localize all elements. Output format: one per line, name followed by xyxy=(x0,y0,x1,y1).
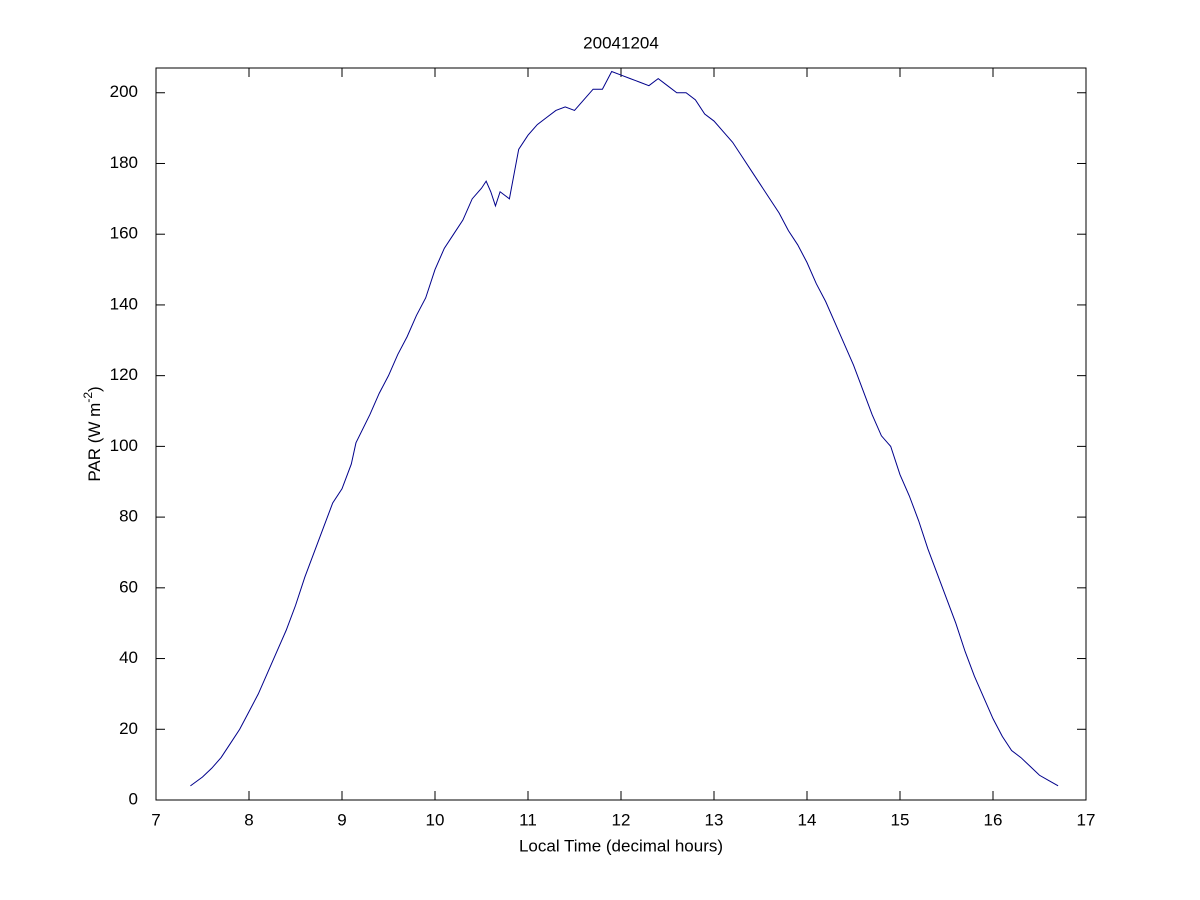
y-tick-label: 200 xyxy=(110,82,138,101)
x-tick-label: 8 xyxy=(244,810,253,829)
y-tick-label: 40 xyxy=(119,648,138,667)
y-axis-label-main: PAR (W m xyxy=(85,403,104,482)
chart-title: 20041204 xyxy=(583,33,659,52)
x-tick-label: 15 xyxy=(891,810,910,829)
x-tick-label: 12 xyxy=(612,810,631,829)
x-tick-label: 13 xyxy=(705,810,724,829)
y-axis-label: PAR (W m-2) xyxy=(81,386,104,481)
y-tick-label: 20 xyxy=(119,719,138,738)
x-tick-label: 10 xyxy=(426,810,445,829)
y-tick-label: 180 xyxy=(110,153,138,172)
x-tick-label: 11 xyxy=(519,810,537,829)
y-tick-label: 0 xyxy=(129,789,138,808)
x-tick-label: 16 xyxy=(984,810,1003,829)
y-axis-label-tail: ) xyxy=(85,386,104,392)
y-tick-label: 140 xyxy=(110,294,138,313)
x-tick-label: 17 xyxy=(1077,810,1096,829)
data-line xyxy=(190,70,1059,787)
y-tick-label: 100 xyxy=(110,436,138,455)
y-axis-label-sup: -2 xyxy=(81,392,95,403)
x-axis-label: Local Time (decimal hours) xyxy=(519,836,723,855)
y-tick-label: 80 xyxy=(119,507,138,526)
y-tick-label: 160 xyxy=(110,224,138,243)
y-tick-label: 60 xyxy=(119,577,138,596)
x-tick-label: 14 xyxy=(798,810,817,829)
y-tick-label: 120 xyxy=(110,365,138,384)
x-tick-label: 7 xyxy=(151,810,160,829)
x-tick-label: 9 xyxy=(337,810,346,829)
plot-area xyxy=(155,67,1087,801)
